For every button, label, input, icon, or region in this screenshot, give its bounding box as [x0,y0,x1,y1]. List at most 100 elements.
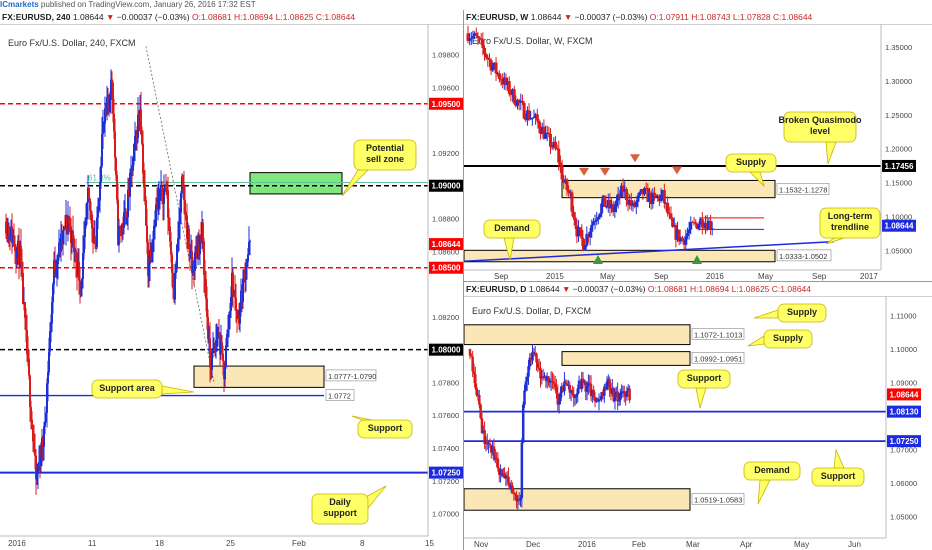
candle-body [499,469,502,475]
candle-body [618,193,622,198]
candle-body [69,224,71,227]
candle-body [605,206,609,208]
candle-body [590,225,594,232]
candle-body [611,388,614,394]
candle-body [509,93,513,95]
candle-body [138,114,140,116]
time-tick-label: 25 [226,539,235,548]
candle-body [664,202,668,204]
candle-body [141,133,143,144]
price-tag-bg [887,388,921,401]
daily-chart-panel[interactable]: FX:EURUSD, D 1.08644 ▼ −0.00037 (−0.03%)… [464,282,932,550]
candle-body [236,309,238,318]
candle-body [529,118,533,120]
weekly-chart-panel[interactable]: FX:EURUSD, W 1.08644 ▼ −0.00037 (−0.03%)… [464,10,932,282]
down-arrow-icon: ▼ [105,12,115,22]
daily-chart[interactable]: Euro Fx/U.S. Dollar, D, FXCM 1.1072-1.101… [464,296,932,550]
candle-body [643,187,647,195]
sell-zone-callout-pointer [341,169,369,197]
candle-body [531,351,534,361]
candle-body [107,97,109,103]
candle-body [573,217,577,226]
candle-body [221,342,223,354]
time-tick-label: Nov [474,540,488,549]
candle-body [184,200,186,215]
demand-zone-rect [464,488,691,511]
candle-body [525,110,529,121]
candle-body [165,186,167,189]
open-value: O:1.07911 [649,12,689,22]
candle-body [119,225,121,227]
candle-body [581,378,585,383]
candle-body [552,141,556,147]
candle-body [532,351,536,355]
candle-body [672,225,676,227]
candle-body [215,340,217,346]
candle-body [110,79,112,100]
candle-body [628,388,631,401]
candle-body [149,249,151,264]
time-tick-label: Apr [740,540,753,549]
price-tag: 1.07250 [432,469,461,478]
price-tag: 1.09000 [432,182,461,191]
weekly-chart[interactable]: Euro Fx/U.S. Dollar, W, FXCM 1.1532-1.127… [464,24,932,281]
candle-body [234,292,236,298]
candle-body [153,225,155,240]
candle-body [550,146,554,148]
price-tick-label: 1.06000 [890,479,917,488]
candle-body [178,223,180,239]
publisher-name[interactable]: ICmarkets [0,0,39,9]
candle-body [543,376,546,379]
candle-body [154,225,156,227]
daily-support-callout-text: Daily [329,497,351,507]
price-tag-bg [429,179,463,192]
candle-body [36,471,38,480]
candle-body [625,390,629,397]
candle-body [495,457,498,459]
candle-body [35,455,37,480]
candle-body [604,386,607,390]
candle-body [30,406,32,420]
candle-body [487,59,491,61]
candle-body [626,200,630,205]
candle-body [671,218,675,227]
low-value: L:1.08625 [275,12,314,22]
open-value: O:1.08681 [647,284,688,294]
candle-body [45,412,47,422]
candle-body [553,383,557,388]
candle-body [44,421,46,427]
candle-body [616,193,620,201]
candle-body [572,394,575,398]
candle-body [100,165,102,183]
candle-body [117,199,119,245]
candle-body [583,245,587,251]
candle-body [610,204,614,209]
candle-body [54,260,56,271]
time-tick-label: Feb [632,540,646,549]
candle-body [519,498,522,501]
candle-body [644,187,648,189]
zone-label-box [776,249,832,262]
candle-body [134,136,136,145]
candle-body [245,267,247,280]
price-tick-label: 1.07000 [890,446,917,455]
candle-body [147,242,149,276]
candle-body [505,475,509,477]
price-tag: 1.08644 [432,240,461,249]
candle-body [499,79,503,81]
candle-body [144,187,146,201]
h4-chart[interactable]: Euro Fx/U.S. Dollar, 240, FXCM 61.8% 1.077… [0,24,463,550]
candle-body [494,62,498,74]
price-tag: 1.08644 [885,222,914,231]
candle-body [21,263,23,273]
candle-body [535,353,538,363]
candle-body [600,392,603,400]
candle-body [41,437,43,457]
candle-body [666,202,670,214]
candle-body [536,362,540,368]
support-area-callout-text: Support area [99,383,156,393]
candle-body [502,77,506,85]
candle-body [589,383,593,397]
supply-callout-box [725,153,777,173]
h4-chart-panel[interactable]: FX:EURUSD, 240 1.08644 ▼ −0.00037 (−0.03… [0,10,464,550]
